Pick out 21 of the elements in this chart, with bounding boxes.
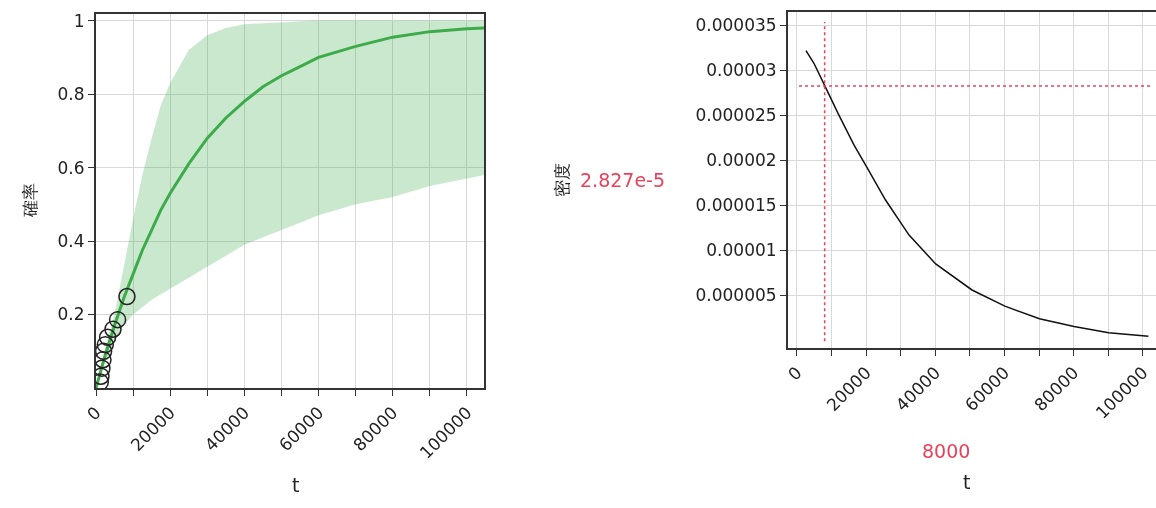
ref-line-label: 8000	[922, 440, 971, 462]
y-tick-label: 0.000005	[695, 285, 777, 306]
y-tick-label: 0.00001	[706, 240, 777, 261]
x-axis-title: t	[963, 471, 971, 493]
y-tick-label: 0.000035	[695, 15, 777, 36]
y-tick-label: 0.4	[57, 231, 85, 251]
y-tick-label: 0.6	[57, 157, 85, 178]
line-series	[805, 49, 1150, 338]
ref-line-label: 2.827e-5	[580, 169, 666, 191]
x-axis-title: t	[292, 474, 300, 496]
y-axis-title: 密度	[552, 163, 572, 197]
x-tick-label: 0	[83, 402, 105, 425]
y-tick-label: 0.8	[57, 84, 85, 105]
y-tick-label: 0.2	[57, 304, 85, 325]
y-axis-title: 確率	[20, 183, 40, 218]
y-tick-label: 1	[73, 10, 85, 31]
y-tick-label: 0.00003	[706, 60, 777, 81]
y-tick-label: 0.00002	[706, 150, 777, 171]
y-tick-label: 0.000025	[695, 105, 777, 126]
x-tick-label: 0	[784, 362, 806, 385]
y-tick-label: 0.000015	[695, 195, 777, 216]
